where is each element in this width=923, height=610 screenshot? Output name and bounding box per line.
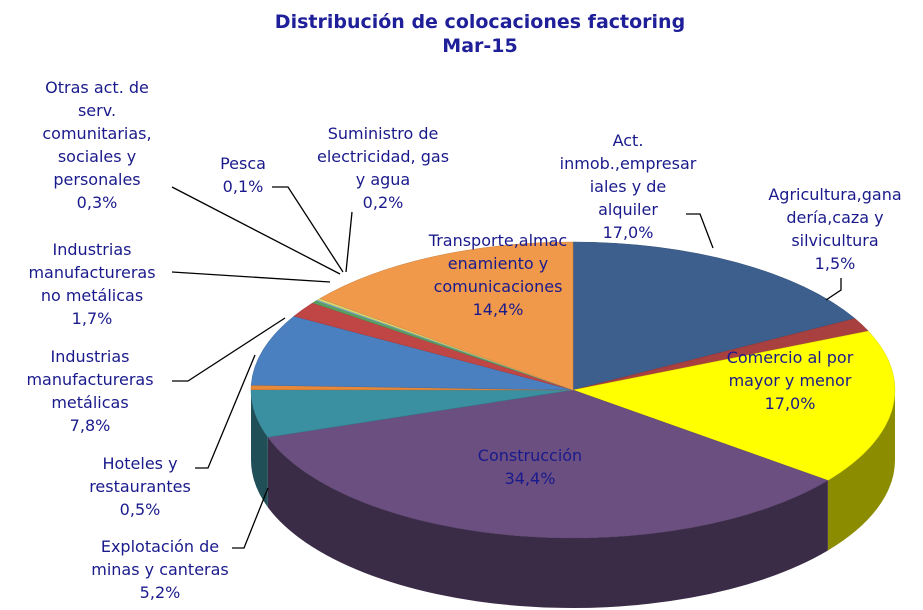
value-label: 34,4% [505,469,556,488]
slice-label: Pesca [220,154,266,173]
label-line: Comercio al por [727,348,854,367]
label-line: Industrias [53,240,132,259]
label-line: minas y canteras [91,560,229,579]
value-label: 17,0% [603,223,654,242]
label-line: Explotación de [101,537,219,556]
label-line: no metálicas [41,286,143,305]
label-line: inmob.,empresar [560,154,697,173]
slice-label: Comercio al por mayor y menor [727,348,854,390]
label-line: enamiento y [448,254,548,273]
label-line: Agricultura,gana [768,185,901,204]
chart-subtitle: Mar-15 [442,35,517,57]
slice-label: Construcción [478,446,582,465]
value-label: 17,0% [765,394,816,413]
label-line: sociales y [58,147,136,166]
slice [267,389,829,539]
label-line: silvicultura [791,231,878,250]
slice-label: Agricultura,gana dería,caza y silvicultura [768,185,901,250]
value-label: 0,2% [363,193,404,212]
label-line: mayor y menor [729,371,852,390]
slice-label: Act. inmob.,empresar iales y de alquiler [560,131,697,219]
leader-line [345,211,353,273]
slice-label: Hoteles y restaurantes [89,454,191,496]
label-line: personales [53,170,140,189]
label-line: manufactureras [26,370,153,389]
value-label: 0,5% [120,500,161,519]
chart-title: Distribución de colocaciones factoring [275,11,685,33]
label-line: metálicas [51,393,128,412]
label-line: dería,caza y [786,208,883,227]
slice [250,315,574,391]
slice-label: Transporte,almac enamiento y comunicacione… [428,231,567,296]
leader-line [171,271,331,283]
label-line: Otras act. de [45,78,149,97]
value-label: 14,4% [473,300,524,319]
label-line: electricidad, gas [317,147,449,166]
slice-side [251,390,268,508]
slice-side [267,437,828,609]
slice-side [827,390,895,551]
value-label: 0,3% [77,193,118,212]
leader-line [272,186,344,273]
label-line: iales y de [590,177,667,196]
slice-label: Suministro de electricidad, gas y agua [317,124,449,189]
value-label: 0,1% [223,177,264,196]
slice [572,241,856,391]
label-line: serv. [78,101,116,120]
leader-line [171,186,341,275]
label-line: Industrias [51,347,130,366]
slice [572,330,896,481]
value-label: 7,8% [70,416,111,435]
leader-line [172,317,286,382]
value-label: 5,2% [140,583,181,602]
leader-line [195,354,256,469]
slice [319,241,574,391]
slice-label: Industrias manufactureras no metálicas [28,240,155,305]
label-line: comunitarias, [42,124,151,143]
label-line: Suministro de [328,124,439,143]
value-label: 1,7% [72,309,113,328]
label-line: Construcción [478,446,582,465]
slice-label: Otras act. de serv. comunitarias, sociales … [42,78,151,189]
label-line: Hoteles y [102,454,177,473]
label-line: Act. [613,131,644,150]
label-line: y agua [356,170,410,189]
label-line: Transporte,almac [428,231,567,250]
label-line: manufactureras [28,263,155,282]
slice-label: Industrias manufactureras metálicas [26,347,153,412]
slice-label: Explotación de minas y canteras [91,537,229,579]
label-line: alquiler [598,200,658,219]
leader-lines [171,186,842,549]
label-line: restaurantes [89,477,191,496]
label-line: comunicaciones [434,277,563,296]
label-line: Pesca [220,154,266,173]
leader-line [825,278,842,301]
leader-line [232,487,269,549]
value-label: 1,5% [815,254,856,273]
leader-line [686,213,714,249]
